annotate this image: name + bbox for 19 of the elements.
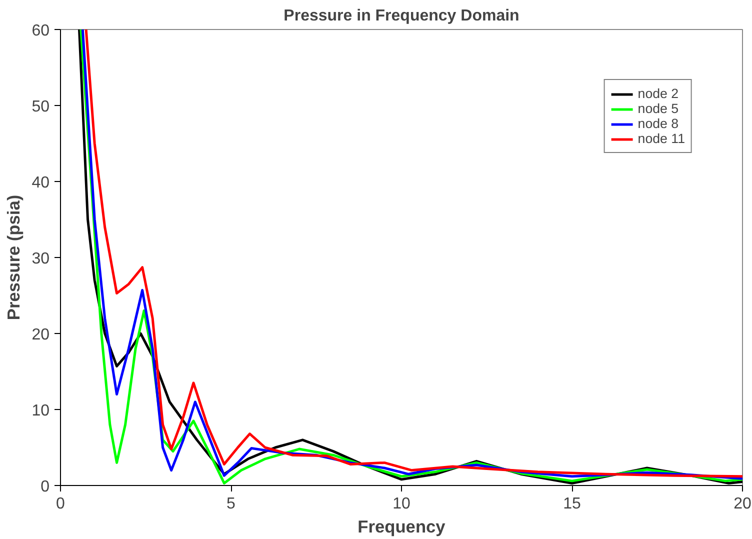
- legend-label: node 2: [638, 86, 679, 101]
- x-tick-label: 20: [734, 496, 752, 512]
- y-tick-label: 40: [32, 174, 50, 192]
- legend-label: node 8: [638, 116, 679, 131]
- y-tick-label: 30: [32, 250, 50, 268]
- x-tick-label: 15: [563, 496, 581, 512]
- legend-label: node 5: [638, 101, 679, 116]
- x-tick-label: 5: [226, 496, 236, 512]
- chart-title: Pressure in Frequency Domain: [284, 8, 520, 24]
- y-tick-label: 0: [40, 478, 50, 496]
- y-axis-title: Pressure (psia): [4, 194, 24, 320]
- x-tick-label: 10: [392, 496, 410, 512]
- legend-label: node 11: [638, 131, 685, 146]
- y-tick-label: 10: [32, 402, 50, 420]
- y-tick-label: 60: [32, 22, 50, 40]
- y-tick-label: 50: [32, 98, 50, 116]
- x-tick-label: 0: [56, 496, 66, 512]
- y-tick-label: 20: [32, 326, 50, 344]
- x-axis-title: Frequency: [358, 516, 446, 536]
